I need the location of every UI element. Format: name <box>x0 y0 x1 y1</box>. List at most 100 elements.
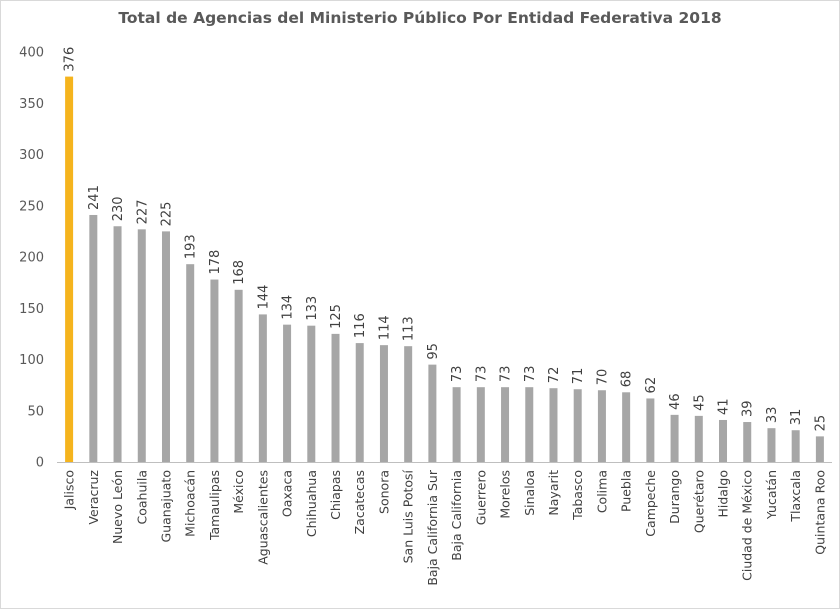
bar <box>307 325 316 462</box>
category-label: Baja California Sur <box>425 469 440 586</box>
category-label: Ciudad de México <box>740 470 755 581</box>
category-label: Tamaulipas <box>207 470 222 541</box>
bar <box>791 430 800 462</box>
category-label: Puebla <box>619 470 634 512</box>
y-tick-label: 50 <box>27 404 44 419</box>
category-label: Yucatán <box>764 470 779 520</box>
category-label: Colima <box>594 470 609 513</box>
data-label: 73 <box>523 366 538 383</box>
data-label: 114 <box>377 315 392 340</box>
y-tick-label: 200 <box>19 251 44 266</box>
category-label: Sinaloa <box>522 470 537 516</box>
data-label: 25 <box>813 415 828 432</box>
category-label: Morelos <box>498 470 513 519</box>
data-label: 68 <box>620 371 635 388</box>
bar <box>525 387 534 462</box>
data-label: 125 <box>329 304 344 329</box>
bar <box>283 324 292 462</box>
data-label: 33 <box>765 407 780 424</box>
data-label: 31 <box>789 409 804 426</box>
data-label: 113 <box>402 316 417 341</box>
category-label: Zacatecas <box>352 470 367 534</box>
data-label: 178 <box>208 250 223 275</box>
category-label: Quintana Roo <box>812 470 827 555</box>
category-label: Durango <box>667 470 682 524</box>
data-label: 45 <box>692 394 707 411</box>
data-label: 73 <box>474 366 489 383</box>
data-label: 168 <box>232 260 247 285</box>
category-label: Tabasco <box>570 470 585 521</box>
y-tick-label: 150 <box>19 302 44 317</box>
data-label: 62 <box>644 377 659 394</box>
data-label: 39 <box>741 400 756 417</box>
bar <box>89 214 98 462</box>
category-label: Veracruz <box>86 470 101 525</box>
category-label: Chiapas <box>328 470 343 520</box>
category-label: Coahuila <box>134 470 149 525</box>
data-label: 133 <box>305 296 320 321</box>
bar <box>646 398 655 462</box>
bar <box>186 264 195 462</box>
data-label: 241 <box>87 185 102 210</box>
category-label: Chihuahua <box>304 470 319 537</box>
data-label: 46 <box>668 393 683 410</box>
data-label: 134 <box>281 295 296 320</box>
category-label: Tlaxcala <box>788 470 803 523</box>
data-label: 230 <box>111 196 126 221</box>
category-label: Hidalgo <box>716 470 731 518</box>
bar <box>379 345 388 462</box>
category-label: Jalisco <box>62 470 77 510</box>
data-label: 225 <box>159 202 174 227</box>
bar <box>355 343 364 462</box>
bar-series <box>65 76 824 462</box>
data-label: 376 <box>63 47 78 72</box>
category-label: Baja California <box>449 470 464 561</box>
bar <box>694 415 703 462</box>
bar <box>767 428 776 462</box>
bar <box>428 364 437 462</box>
bar <box>234 289 243 462</box>
data-label: 116 <box>353 313 368 338</box>
bar <box>404 346 413 462</box>
data-label: 70 <box>595 369 610 386</box>
y-tick-label: 250 <box>19 199 44 214</box>
bar <box>549 388 558 462</box>
y-tick-label: 400 <box>19 46 44 61</box>
data-label: 144 <box>256 285 271 310</box>
bar <box>113 226 122 462</box>
bar <box>137 229 146 462</box>
bar <box>622 392 631 462</box>
category-label: Michoacán <box>183 470 198 537</box>
bar <box>670 414 679 462</box>
y-tick-label: 350 <box>19 97 44 112</box>
bar <box>573 389 582 462</box>
data-label: 71 <box>571 368 586 385</box>
data-label: 73 <box>450 366 465 383</box>
data-label: 95 <box>426 343 441 360</box>
category-label: Oaxaca <box>280 470 295 517</box>
bar <box>815 436 824 462</box>
bar <box>719 419 728 462</box>
bar <box>331 333 340 462</box>
bar <box>65 76 74 462</box>
x-axis: Jalisco Veracruz Nuevo León Coahuila Guanaju… <box>62 469 828 586</box>
bar <box>597 390 606 462</box>
data-label: 227 <box>135 199 150 224</box>
bar <box>258 314 267 462</box>
category-label: San Luis Potosí <box>401 469 416 563</box>
category-label: Nuevo León <box>110 470 125 544</box>
data-label: 73 <box>499 366 514 383</box>
category-label: Guanajuato <box>158 470 173 542</box>
category-label: Nayarit <box>546 470 561 516</box>
bar <box>161 231 170 462</box>
category-label: Sonora <box>376 470 391 514</box>
bar <box>452 387 461 462</box>
y-axis: 0 50 100 150 200 250 300 350 400 <box>19 46 44 471</box>
y-tick-label: 100 <box>19 353 44 368</box>
bar <box>210 279 219 462</box>
bar <box>743 422 752 462</box>
category-label: Guerrero <box>473 470 488 525</box>
bar <box>501 387 510 462</box>
data-label: 72 <box>547 367 562 384</box>
